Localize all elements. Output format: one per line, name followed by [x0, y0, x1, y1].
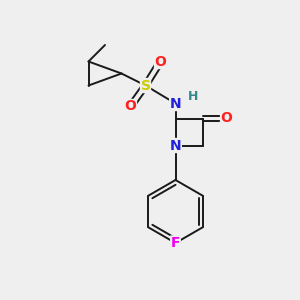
- Text: O: O: [220, 112, 232, 125]
- Text: S: S: [140, 79, 151, 92]
- Text: N: N: [170, 97, 181, 110]
- Text: F: F: [171, 236, 180, 250]
- Text: H: H: [188, 90, 198, 103]
- Text: O: O: [124, 100, 136, 113]
- Text: N: N: [170, 139, 181, 152]
- Text: O: O: [154, 55, 166, 68]
